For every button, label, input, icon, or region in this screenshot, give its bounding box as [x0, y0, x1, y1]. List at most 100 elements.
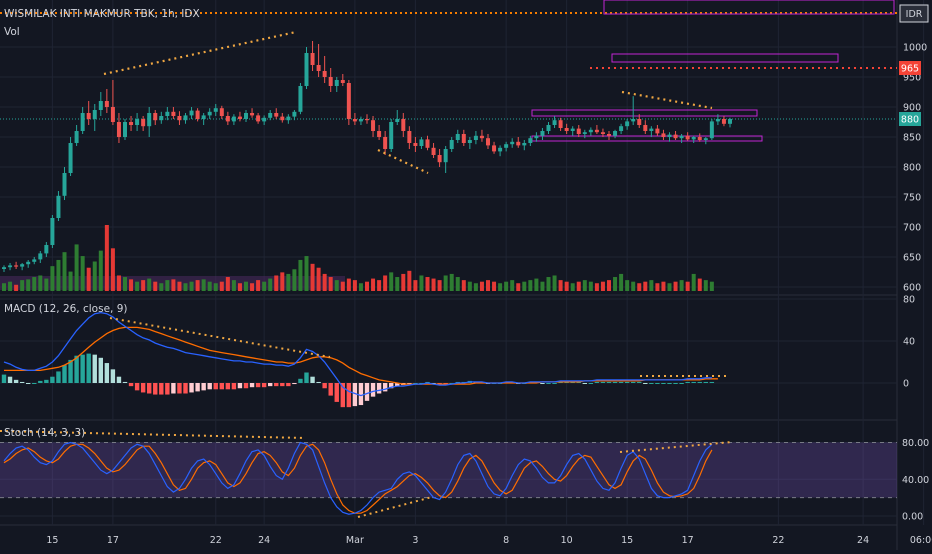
candle[interactable] — [558, 120, 563, 128]
candle[interactable] — [340, 80, 345, 83]
candle[interactable] — [449, 140, 454, 149]
candle[interactable] — [159, 116, 164, 121]
candle[interactable] — [44, 245, 49, 254]
candle[interactable] — [80, 113, 85, 131]
macd-pane[interactable] — [1, 311, 728, 408]
trendline[interactable] — [103, 30, 297, 76]
candle[interactable] — [570, 128, 575, 131]
candle[interactable] — [534, 135, 539, 139]
candle[interactable] — [268, 113, 273, 118]
candle[interactable] — [600, 132, 605, 134]
candle[interactable] — [171, 111, 176, 116]
candle[interactable] — [123, 122, 127, 137]
candle[interactable] — [643, 125, 648, 131]
candle[interactable] — [322, 71, 327, 77]
candle[interactable] — [401, 119, 406, 131]
candle[interactable] — [443, 149, 448, 163]
candle[interactable] — [8, 265, 13, 268]
candle[interactable] — [564, 128, 569, 131]
candle[interactable] — [74, 131, 79, 143]
stoch-d-line[interactable] — [3, 443, 713, 514]
candle[interactable] — [352, 119, 357, 122]
currency-badge[interactable] — [899, 4, 929, 23]
candle[interactable] — [721, 119, 726, 124]
candle[interactable] — [504, 144, 509, 148]
candle[interactable] — [467, 140, 472, 143]
candle[interactable] — [292, 111, 297, 117]
candle[interactable] — [455, 134, 460, 140]
candle[interactable] — [540, 131, 545, 136]
candle[interactable] — [709, 121, 714, 139]
candle[interactable] — [552, 120, 557, 125]
candle[interactable] — [286, 116, 291, 121]
candle[interactable] — [346, 83, 351, 119]
candle[interactable] — [56, 195, 61, 218]
candle[interactable] — [582, 132, 587, 134]
candle[interactable] — [177, 116, 182, 121]
candle[interactable] — [395, 119, 400, 122]
candle[interactable] — [613, 131, 618, 136]
candle[interactable] — [32, 259, 37, 262]
candle[interactable] — [110, 107, 115, 122]
candle[interactable] — [728, 119, 732, 124]
candle[interactable] — [310, 53, 315, 65]
candle[interactable] — [528, 138, 533, 143]
candle[interactable] — [685, 135, 690, 140]
candle[interactable] — [298, 86, 303, 112]
price-pane[interactable] — [0, 0, 897, 291]
candle[interactable] — [473, 135, 478, 140]
candle[interactable] — [619, 126, 624, 131]
candle[interactable] — [425, 139, 430, 148]
candle[interactable] — [661, 133, 666, 137]
stoch-trendline[interactable] — [619, 441, 733, 453]
candle[interactable] — [38, 253, 43, 260]
candle[interactable] — [153, 113, 158, 121]
candle[interactable] — [244, 113, 248, 119]
candle[interactable] — [637, 119, 642, 125]
candle[interactable] — [50, 218, 55, 245]
candle[interactable] — [377, 131, 382, 137]
candle[interactable] — [231, 116, 236, 122]
candle[interactable] — [165, 111, 170, 116]
macd-line[interactable] — [3, 311, 712, 397]
candle[interactable] — [219, 108, 224, 116]
candle[interactable] — [116, 122, 121, 137]
highlight-rectangle[interactable] — [611, 53, 839, 63]
candle[interactable] — [20, 264, 25, 267]
candle[interactable] — [207, 111, 212, 116]
candle[interactable] — [250, 113, 255, 116]
macd-trendline[interactable] — [109, 317, 331, 358]
candle[interactable] — [703, 138, 708, 140]
candle[interactable] — [280, 116, 285, 121]
signal-line[interactable] — [4, 326, 718, 385]
candle[interactable] — [86, 113, 91, 119]
candle[interactable] — [14, 265, 19, 267]
candle[interactable] — [334, 80, 339, 86]
candle[interactable] — [498, 147, 503, 152]
highlight-rectangle[interactable] — [603, 0, 895, 15]
candle[interactable] — [256, 115, 261, 122]
candle[interactable] — [649, 128, 654, 131]
candle[interactable] — [92, 110, 97, 119]
candle[interactable] — [625, 121, 630, 127]
candle[interactable] — [129, 122, 134, 125]
candle[interactable] — [358, 119, 363, 122]
candle[interactable] — [328, 77, 333, 86]
candle[interactable] — [479, 135, 484, 139]
candle[interactable] — [679, 135, 684, 139]
candle[interactable] — [262, 117, 267, 122]
candle[interactable] — [135, 119, 140, 125]
candle[interactable] — [147, 113, 152, 127]
candle[interactable] — [316, 65, 321, 71]
candle[interactable] — [304, 53, 309, 86]
stoch-trendline[interactable] — [357, 496, 433, 518]
candle[interactable] — [594, 129, 599, 133]
stoch-pane[interactable] — [0, 430, 897, 518]
candle[interactable] — [68, 143, 73, 173]
candle[interactable] — [26, 261, 31, 265]
candle[interactable] — [522, 143, 527, 146]
candle[interactable] — [371, 120, 376, 131]
candle[interactable] — [486, 138, 490, 146]
